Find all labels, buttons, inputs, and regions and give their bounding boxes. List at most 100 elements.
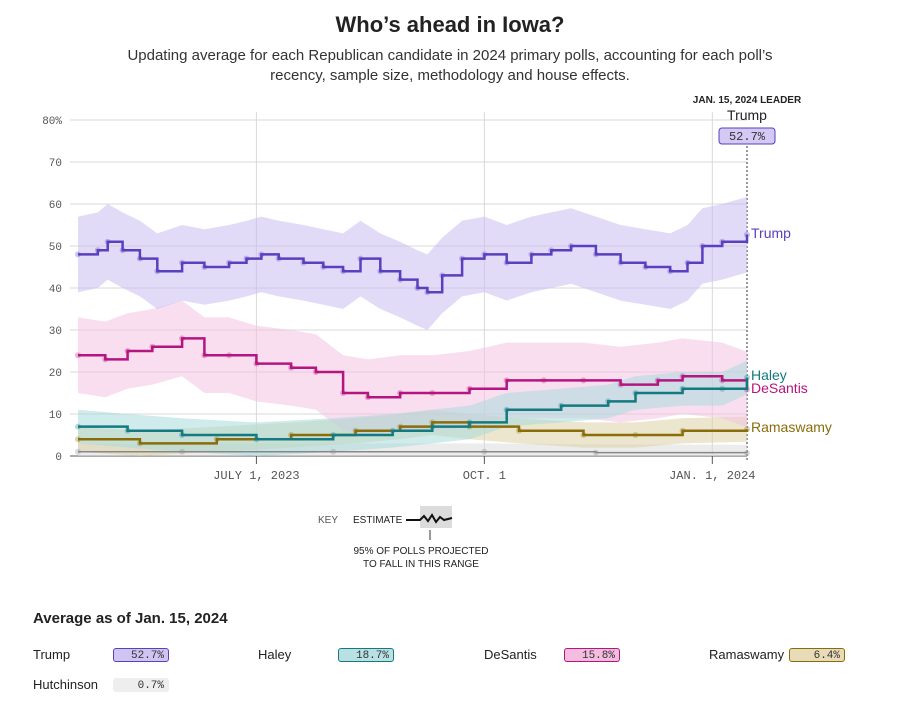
- y-tick-label: 80%: [42, 116, 62, 128]
- y-tick-label: 30: [49, 326, 62, 338]
- point-haley: [558, 402, 565, 409]
- point-trump: [357, 255, 364, 262]
- point-haley: [253, 436, 260, 443]
- average-name-hutchinson: Hutchinson: [33, 677, 99, 692]
- point-ramaswamy: [288, 432, 295, 438]
- point-trump: [104, 238, 111, 245]
- series-label-haley: Haley: [751, 367, 787, 383]
- point-ramaswamy: [516, 427, 523, 434]
- point-desantis: [340, 390, 347, 396]
- leader-heading: JAN. 15, 2024 LEADER: [693, 95, 802, 106]
- point-desantis: [540, 377, 547, 384]
- point-ramaswamy: [632, 432, 639, 438]
- key-range-note-2: TO FALL IN THIS RANGE: [363, 559, 479, 570]
- key-estimate-line: [406, 513, 453, 524]
- point-trump: [154, 268, 161, 275]
- point-trump: [548, 247, 555, 254]
- point-trump: [377, 268, 384, 275]
- point-ramaswamy: [679, 427, 686, 434]
- point-trump: [94, 247, 101, 254]
- point-hutchinson: [179, 448, 186, 455]
- point-hutchinson: [330, 448, 337, 455]
- point-trump: [699, 243, 706, 249]
- average-name-ramaswamy: Ramaswamy: [709, 647, 785, 662]
- line-ramaswamy: [78, 421, 749, 445]
- y-tick-label: 40: [49, 284, 62, 296]
- point-trump: [119, 247, 126, 254]
- point-trump: [397, 276, 404, 283]
- point-haley: [389, 427, 396, 434]
- point-ramaswamy: [744, 426, 750, 433]
- point-ramaswamy: [429, 419, 436, 426]
- point-haley: [330, 432, 337, 438]
- point-trump: [617, 259, 624, 266]
- y-tick-label: 20: [49, 368, 62, 380]
- line-hutchinson: [78, 451, 748, 454]
- point-trump: [179, 259, 186, 266]
- point-trump: [459, 255, 466, 262]
- point-trump: [414, 285, 421, 291]
- average-value-trump: 52.7%: [113, 648, 169, 662]
- point-trump: [226, 259, 233, 266]
- leader-name: Trump: [727, 107, 767, 123]
- point-ramaswamy: [352, 427, 359, 434]
- point-desantis: [253, 360, 260, 367]
- leader-value: 52.7%: [729, 130, 766, 144]
- band-trump: [78, 196, 747, 330]
- point-desantis: [312, 369, 319, 375]
- key-range-note-1: 95% OF POLLS PROJECTED: [353, 546, 488, 557]
- band-haley: [78, 360, 747, 456]
- point-desantis: [288, 364, 295, 371]
- chart-svg: 80% 70 60 50 40 30 20 10 0 JULY 1, 2023 OCT. 1 JAN.…: [42, 95, 832, 570]
- point-trump: [667, 268, 674, 275]
- point-trump: [684, 259, 691, 266]
- line-trump: [78, 234, 749, 294]
- point-trump: [424, 289, 431, 296]
- point-trump: [439, 272, 446, 279]
- point-desantis: [397, 390, 404, 396]
- point-trump: [320, 264, 327, 270]
- point-desantis: [580, 377, 587, 384]
- leader-value-box: [718, 127, 776, 145]
- point-desantis: [503, 377, 510, 384]
- point-trump: [243, 255, 250, 262]
- point-hutchinson: [592, 449, 599, 456]
- chart-title: Who’s ahead in Iowa?: [335, 12, 565, 37]
- point-desantis: [149, 343, 156, 350]
- point-hutchinson: [481, 448, 488, 455]
- point-trump: [136, 255, 143, 262]
- series-lines: [75, 231, 750, 457]
- point-desantis: [719, 377, 726, 384]
- point-haley: [744, 374, 750, 381]
- point-trump: [592, 251, 599, 258]
- average-value-haley: 18.7%: [338, 648, 394, 662]
- point-haley: [719, 385, 726, 392]
- point-hutchinson: [75, 448, 81, 455]
- average-name-desantis: DeSantis: [484, 647, 537, 662]
- point-desantis: [75, 352, 81, 359]
- average-value-ramaswamy: 6.4%: [789, 648, 845, 662]
- point-desantis: [679, 373, 686, 380]
- series-label-desantis: DeSantis: [751, 380, 808, 396]
- y-tick-label: 0: [55, 452, 62, 464]
- average-title: Average as of Jan. 15, 2024: [33, 610, 228, 627]
- point-desantis: [201, 352, 208, 359]
- point-ramaswamy: [580, 432, 587, 438]
- point-desantis: [102, 356, 109, 363]
- y-tick-label: 60: [49, 200, 62, 212]
- point-desantis: [179, 335, 186, 342]
- point-haley: [466, 419, 473, 426]
- point-haley: [75, 423, 81, 430]
- point-haley: [124, 427, 131, 434]
- confidence-bands: [78, 196, 747, 456]
- point-trump: [744, 231, 750, 238]
- point-desantis: [466, 385, 473, 392]
- y-tick-label: 50: [49, 242, 62, 254]
- point-trump: [340, 268, 347, 275]
- point-trump: [275, 255, 282, 262]
- y-tick-label: 70: [49, 158, 62, 170]
- point-desantis: [429, 390, 436, 396]
- chart-subtitle: Updating average for each Republican can…: [127, 47, 773, 84]
- point-haley: [179, 432, 186, 438]
- point-desantis: [226, 352, 233, 359]
